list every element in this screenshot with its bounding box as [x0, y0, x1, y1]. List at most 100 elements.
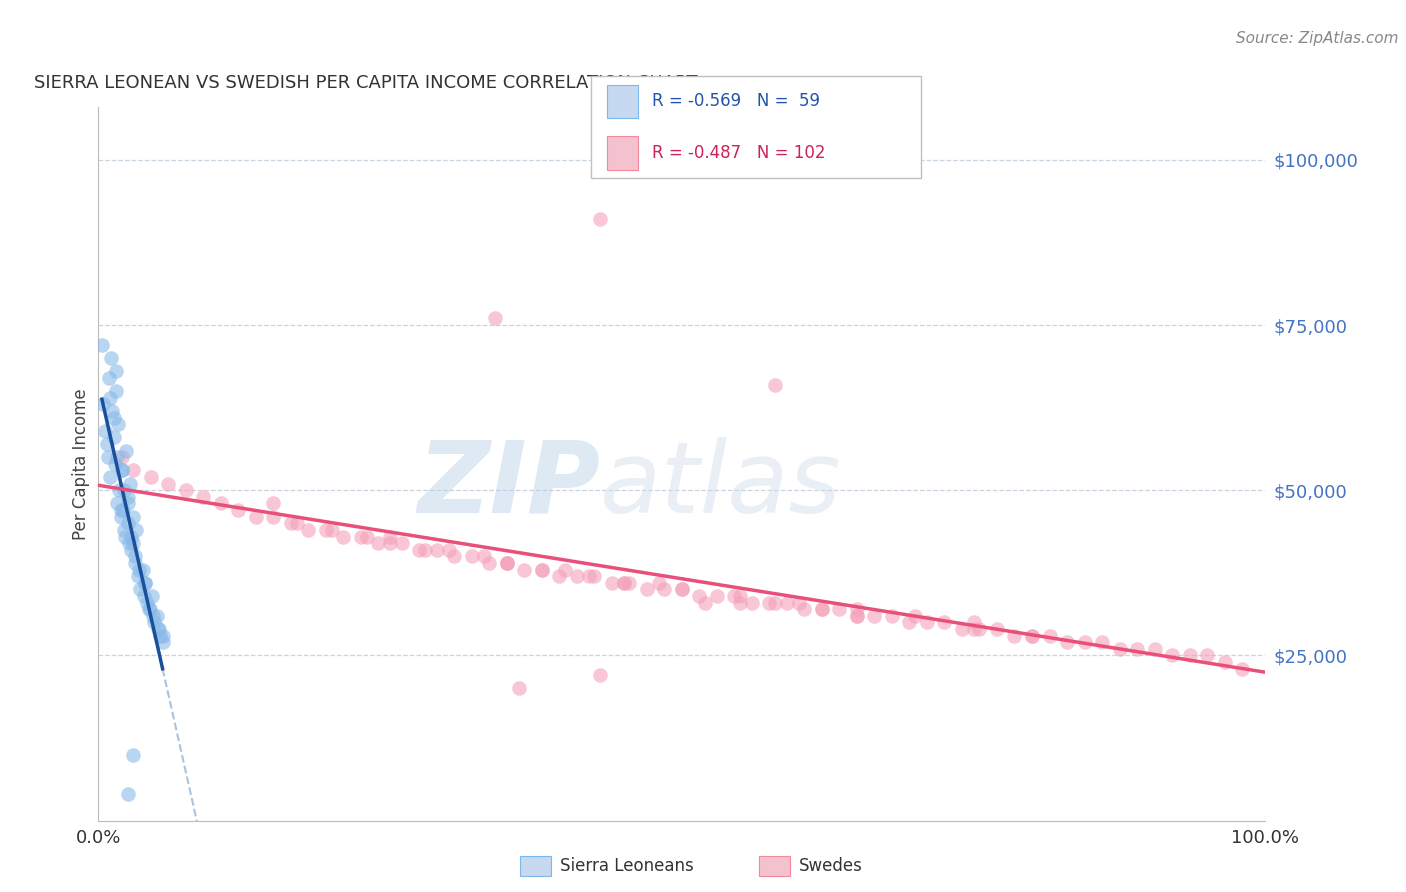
Point: [262, 496, 284, 510]
Point: [758, 596, 780, 610]
Point: [136, 596, 159, 610]
Point: [730, 596, 752, 610]
Point: [496, 556, 519, 570]
Point: [776, 596, 799, 610]
Point: [1230, 662, 1253, 676]
Point: [508, 681, 530, 696]
Point: [443, 549, 465, 564]
Point: [141, 589, 163, 603]
Point: [671, 582, 693, 597]
Point: [356, 529, 378, 543]
Point: [100, 351, 122, 365]
Point: [280, 516, 302, 531]
Point: [118, 536, 141, 550]
Point: [105, 450, 128, 465]
Point: [565, 569, 588, 583]
Point: [111, 503, 134, 517]
Point: [112, 523, 135, 537]
Point: [315, 523, 337, 537]
Point: [157, 476, 180, 491]
Point: [695, 596, 717, 610]
Point: [128, 563, 150, 577]
Point: [811, 602, 834, 616]
Point: [125, 523, 148, 537]
Point: [110, 509, 132, 524]
Point: [110, 503, 132, 517]
Point: [654, 582, 676, 597]
Point: [138, 602, 160, 616]
Point: [117, 496, 139, 510]
Point: [408, 542, 430, 557]
Point: [132, 589, 155, 603]
Text: ZIP: ZIP: [418, 437, 600, 533]
Point: [122, 463, 145, 477]
Point: [134, 575, 156, 590]
Point: [104, 384, 127, 399]
Point: [104, 457, 127, 471]
Text: atlas: atlas: [600, 437, 842, 533]
Point: [122, 509, 145, 524]
Point: [90, 338, 112, 352]
Point: [671, 582, 693, 597]
Point: [915, 615, 938, 630]
Point: [103, 430, 125, 444]
Point: [496, 556, 519, 570]
Point: [554, 563, 576, 577]
Point: [143, 615, 166, 630]
Point: [478, 556, 501, 570]
Point: [104, 364, 127, 378]
Point: [98, 470, 121, 484]
Point: [228, 503, 250, 517]
Text: Swedes: Swedes: [799, 857, 862, 875]
Point: [763, 377, 786, 392]
Point: [149, 629, 172, 643]
Point: [1108, 641, 1130, 656]
Point: [1091, 635, 1114, 649]
Point: [484, 311, 506, 326]
Point: [811, 602, 834, 616]
Point: [107, 417, 129, 432]
Point: [741, 596, 763, 610]
Point: [530, 563, 553, 577]
Point: [98, 391, 121, 405]
Point: [496, 556, 519, 570]
Text: Source: ZipAtlas.com: Source: ZipAtlas.com: [1236, 31, 1399, 46]
Point: [1073, 635, 1095, 649]
Point: [193, 490, 215, 504]
Point: [124, 556, 146, 570]
Point: [1038, 629, 1060, 643]
Point: [1143, 641, 1166, 656]
Point: [426, 542, 449, 557]
Point: [828, 602, 851, 616]
Point: [134, 575, 156, 590]
Point: [146, 622, 169, 636]
Point: [391, 536, 413, 550]
Point: [1213, 655, 1236, 669]
Point: [1126, 641, 1149, 656]
Point: [763, 596, 786, 610]
Point: [297, 523, 319, 537]
Point: [898, 615, 921, 630]
Point: [285, 516, 308, 531]
Point: [437, 542, 460, 557]
Point: [380, 536, 402, 550]
Point: [846, 602, 869, 616]
Point: [934, 615, 956, 630]
Point: [122, 536, 145, 550]
Point: [114, 529, 136, 543]
Point: [332, 529, 354, 543]
Point: [209, 496, 232, 510]
Point: [146, 608, 169, 623]
Point: [350, 529, 373, 543]
Point: [619, 575, 641, 590]
Point: [730, 589, 752, 603]
Point: [986, 622, 1008, 636]
Point: [245, 509, 267, 524]
Point: [111, 450, 134, 465]
Point: [152, 635, 174, 649]
Point: [513, 563, 536, 577]
Text: Sierra Leoneans: Sierra Leoneans: [560, 857, 693, 875]
Point: [589, 212, 612, 227]
Point: [124, 549, 146, 564]
Point: [96, 437, 118, 451]
